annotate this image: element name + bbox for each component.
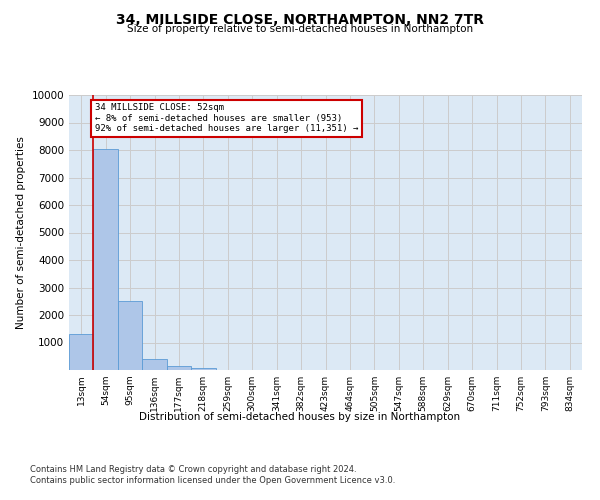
Bar <box>69 334 94 370</box>
Bar <box>191 368 215 370</box>
Text: 34 MILLSIDE CLOSE: 52sqm
← 8% of semi-detached houses are smaller (953)
92% of s: 34 MILLSIDE CLOSE: 52sqm ← 8% of semi-de… <box>95 104 358 133</box>
Bar <box>142 360 167 370</box>
Y-axis label: Number of semi-detached properties: Number of semi-detached properties <box>16 136 26 329</box>
Bar <box>167 366 191 370</box>
Text: Contains public sector information licensed under the Open Government Licence v3: Contains public sector information licen… <box>30 476 395 485</box>
Text: Distribution of semi-detached houses by size in Northampton: Distribution of semi-detached houses by … <box>139 412 461 422</box>
Text: 34, MILLSIDE CLOSE, NORTHAMPTON, NN2 7TR: 34, MILLSIDE CLOSE, NORTHAMPTON, NN2 7TR <box>116 12 484 26</box>
Bar <box>94 148 118 370</box>
Text: Contains HM Land Registry data © Crown copyright and database right 2024.: Contains HM Land Registry data © Crown c… <box>30 465 356 474</box>
Text: Size of property relative to semi-detached houses in Northampton: Size of property relative to semi-detach… <box>127 24 473 34</box>
Bar <box>118 300 142 370</box>
